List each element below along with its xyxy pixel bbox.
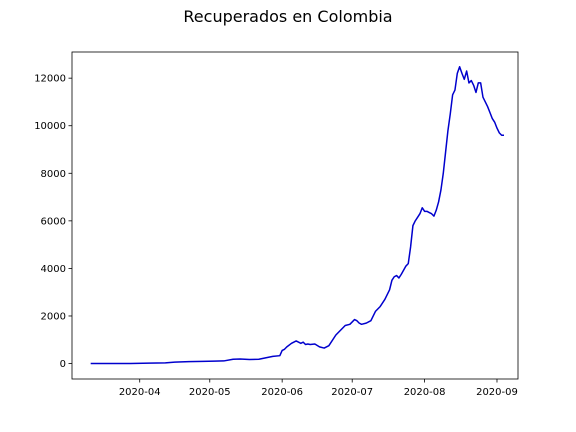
- axes: 0 2000 4000 6000 8000 10000 12000 2020-04 2020-0…: [34, 51, 519, 398]
- series-line-0: [90, 65, 504, 365]
- plot-area: [90, 65, 504, 365]
- y-tick-label: 4000: [41, 264, 66, 275]
- axes-frame: [71, 51, 519, 380]
- y-tick-label: 12000: [34, 74, 66, 85]
- x-tick-label: 2020-05: [189, 387, 231, 398]
- x-tick-label: 2020-08: [404, 387, 446, 398]
- y-tick-label: 10000: [34, 121, 66, 132]
- y-tick-label: 2000: [41, 311, 66, 322]
- x-tick-label: 2020-09: [476, 387, 518, 398]
- y-tick-label: 8000: [41, 169, 66, 180]
- x-tick-label: 2020-04: [119, 387, 161, 398]
- y-tick-label: 6000: [41, 216, 66, 227]
- y-tick-label: 0: [60, 359, 66, 370]
- x-tick-label: 2020-06: [261, 387, 303, 398]
- chart-title: Recuperados en Colombia: [183, 7, 392, 26]
- x-tick-label: 2020-07: [331, 387, 373, 398]
